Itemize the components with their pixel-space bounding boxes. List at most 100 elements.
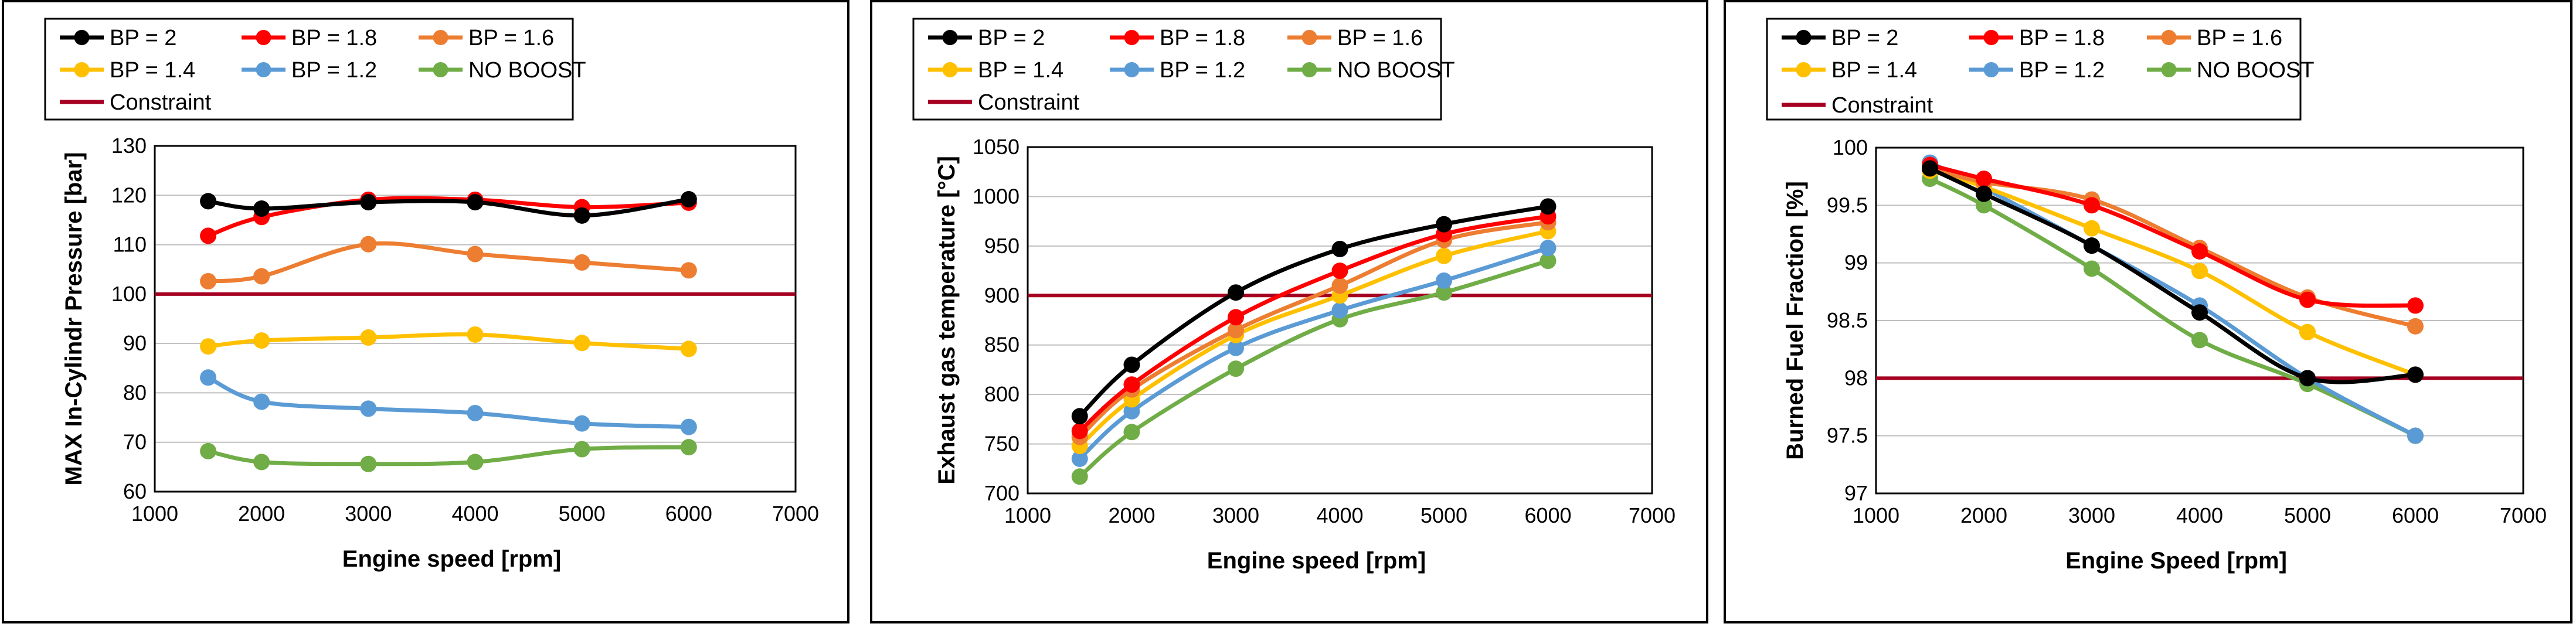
data-point (200, 338, 217, 355)
x-tick-label: 2000 (238, 502, 285, 526)
y-tick-label: 1000 (973, 184, 1019, 208)
data-point (2084, 220, 2100, 237)
legend-label: BP = 1.4 (978, 58, 1063, 83)
plot-border (1875, 146, 2524, 495)
data-point (1436, 284, 1452, 301)
legend-label: NO BOOST (1337, 58, 1455, 83)
legend-label: BP = 1.4 (1831, 58, 1917, 83)
data-point (200, 272, 217, 289)
series-bp-1-2 (200, 369, 697, 435)
data-point (2191, 243, 2208, 260)
legend-label: BP = 1.6 (468, 26, 554, 50)
legend-label: BP = 1.2 (291, 58, 377, 83)
legend: BP = 2 BP = 1.8 BP = 1.6 BP = 1.4 BP = 1.2 NO… (1766, 18, 2315, 121)
data-point (1123, 356, 1140, 373)
data-point (253, 332, 270, 349)
data-point (1228, 309, 1244, 326)
data-point (1071, 422, 1088, 439)
legend-label: NO BOOST (2197, 58, 2315, 83)
legend-label: BP = 1.2 (1160, 58, 1245, 83)
x-tick-label: 7000 (772, 502, 819, 526)
series-bp-2 (1071, 198, 1557, 425)
legend-swatch-marker (1983, 30, 1999, 45)
legend-label: Constraint (110, 90, 212, 115)
legend-swatch-marker (433, 62, 448, 77)
legend-label: Constraint (978, 90, 1080, 115)
legend-item: NO BOOST (2147, 58, 2315, 83)
data-point (467, 326, 484, 343)
y-tick-label: 99.5 (1827, 193, 1868, 217)
data-point (200, 227, 217, 244)
plot-border (1027, 146, 1653, 495)
data-point (1228, 322, 1244, 339)
legend-swatch-marker (1983, 62, 1999, 77)
x-tick-label: 5000 (559, 502, 606, 526)
data-point (1922, 160, 1938, 177)
data-point (2407, 297, 2424, 314)
y-axis-label: MAX In-Cylindr Pressure [bar] (61, 152, 87, 485)
legend-label: BP = 1.4 (110, 58, 195, 83)
x-tick-label: 7000 (2500, 503, 2547, 527)
data-point (680, 439, 697, 456)
legend-label: BP = 2 (978, 26, 1045, 50)
legend-label: BP = 1.8 (1160, 26, 1245, 50)
chart-svg-burned-fuel-fraction: BP = 2 BP = 1.8 BP = 1.6 BP = 1.4 BP = 1.2 NO… (1766, 18, 2547, 574)
legend-item: Constraint (1782, 93, 1933, 118)
data-point (2407, 318, 2424, 335)
data-point (573, 207, 590, 224)
legend-item: Constraint (928, 90, 1080, 115)
legend-item: BP = 2 (1782, 26, 1898, 50)
y-tick-label: 98 (1844, 366, 1868, 390)
y-axis-label: Exhaust gas temperature [°C] (934, 156, 960, 485)
data-point (1436, 272, 1452, 289)
legend-swatch-marker (74, 30, 90, 45)
data-point (467, 194, 484, 211)
legend-swatch-marker (1301, 62, 1317, 77)
y-tick-label: 130 (111, 134, 147, 158)
legend-box (1766, 18, 2302, 121)
legend-item: BP = 1.6 (419, 26, 554, 50)
data-point (360, 400, 377, 417)
data-point (253, 200, 270, 217)
y-tick-label: 70 (123, 430, 147, 454)
legend-label: BP = 1.2 (2019, 58, 2105, 83)
legend-swatch-marker (256, 30, 271, 45)
data-point (200, 442, 217, 459)
plot-border (154, 145, 797, 493)
x-tick-label: 5000 (1420, 503, 1467, 527)
series-no-boost (200, 439, 697, 472)
data-point (1071, 468, 1088, 485)
series-bp-1-4 (200, 326, 697, 357)
x-tick-label: 2000 (1108, 503, 1155, 527)
chart-panel-burned-fuel-fraction: BP = 2 BP = 1.8 BP = 1.6 BP = 1.4 BP = 1.2 NO… (1724, 0, 2572, 623)
legend-item: BP = 1.8 (1110, 26, 1245, 50)
data-point (573, 254, 590, 271)
y-tick-label: 97.5 (1827, 424, 1868, 448)
x-tick-label: 6000 (1524, 503, 1571, 527)
data-point (1540, 240, 1557, 257)
data-point (1436, 247, 1452, 264)
y-tick-label: 98.5 (1827, 308, 1868, 332)
series-bp-2 (1922, 160, 2424, 387)
data-point (2084, 197, 2100, 214)
y-tick-label: 100 (1833, 135, 1868, 159)
legend-swatch-marker (256, 62, 271, 77)
legend-swatch-marker (942, 62, 958, 77)
data-point (200, 193, 217, 210)
legend-item: BP = 1.8 (1969, 26, 2105, 50)
data-point (573, 335, 590, 352)
legend-label: BP = 2 (110, 26, 176, 50)
legend-box (44, 18, 574, 121)
data-point (360, 194, 377, 211)
legend: BP = 2 BP = 1.8 BP = 1.6 BP = 1.4 BP = 1.2 NO… (912, 18, 1455, 121)
data-point (680, 191, 697, 208)
legend-item: BP = 2 (60, 26, 176, 50)
legend-label: BP = 1.8 (291, 26, 377, 50)
x-tick-label: 1000 (1853, 503, 1899, 527)
legend-label: NO BOOST (468, 58, 586, 83)
data-point (2407, 366, 2424, 383)
series-bp-1-6 (200, 236, 697, 289)
data-point (2084, 260, 2100, 277)
y-tick-label: 100 (111, 282, 147, 306)
legend-swatch-marker (1124, 62, 1140, 77)
